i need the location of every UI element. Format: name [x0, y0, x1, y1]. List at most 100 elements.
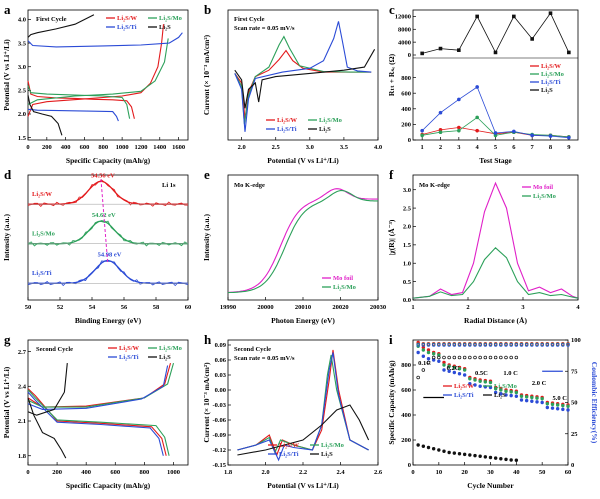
- y-tick-label: 2.0: [18, 111, 26, 118]
- legend-entry: Li₂S/W: [279, 442, 300, 449]
- data-marker: [548, 11, 553, 16]
- efficiency-point: [452, 343, 457, 347]
- panel-e: e Photon Energy (eV) Intensity (a.u.) 19990…: [202, 167, 386, 325]
- capacity-point: [462, 368, 467, 372]
- panel-note: Scan rate = 0.05 mV/s: [234, 25, 295, 32]
- capacity-point: [457, 452, 462, 456]
- x-tick-label: 20010: [295, 304, 311, 311]
- capacity-point: [524, 395, 529, 399]
- efficiency-point: [504, 343, 508, 347]
- x-tick-label: 3.5: [340, 144, 349, 151]
- data-marker: [567, 50, 571, 55]
- series-line: [27, 388, 167, 456]
- panel-label: g: [4, 332, 11, 347]
- capacity-point: [426, 350, 431, 355]
- y-tick-label-right: 75: [571, 368, 578, 375]
- y-axis-label-right: Coulombic Efficiency(%): [590, 362, 599, 444]
- x-tick-label: 600: [110, 469, 120, 476]
- x-tick-label: 6: [512, 144, 516, 151]
- efficiency-point: [478, 343, 482, 347]
- y-tick-label: 0.00: [215, 387, 226, 394]
- x-tick-label: 1000: [116, 144, 129, 151]
- y-tick-label: 1.5: [18, 135, 27, 142]
- series-line: [421, 86, 569, 139]
- capacity-point: [566, 408, 570, 412]
- x-tick-label: 200: [42, 144, 52, 151]
- y-tick-label: 2.1: [18, 418, 26, 425]
- peak-label: 54.98 eV: [98, 251, 122, 258]
- x-tick-label: 0: [411, 469, 414, 476]
- legend-entry: Li₂S/Mo: [533, 193, 556, 200]
- x-tick-label: 3.0: [306, 144, 314, 151]
- y-axis-label: Intensity (a.u.): [2, 214, 11, 261]
- series-line: [27, 24, 165, 117]
- x-tick-label: 2: [439, 144, 442, 151]
- series-line: [234, 21, 372, 132]
- x-tick-label: 1200: [134, 144, 147, 151]
- efficiency-point: [499, 343, 503, 347]
- capacity-point: [431, 358, 436, 362]
- x-tick-label: 4: [476, 144, 480, 151]
- panel-i: i Cycle Number Specific Capacity (mAh/g) 0 1…: [387, 332, 599, 490]
- efficiency-point: [442, 343, 446, 347]
- x-axis-label: Binding Energy (eV): [75, 316, 142, 325]
- efficiency-point: [462, 343, 467, 347]
- series-line: [234, 49, 376, 109]
- panel-note: Li 1s: [162, 182, 176, 189]
- x-tick-label: 56: [121, 304, 128, 311]
- data-marker: [457, 97, 461, 102]
- legend-entry: Li₂S/Ti: [277, 126, 297, 133]
- efficiency-point: [555, 343, 560, 347]
- data-marker: [530, 37, 534, 41]
- rate-label: 0.1C: [418, 360, 431, 367]
- efficiency-point: [488, 355, 493, 360]
- panel-label: b: [204, 2, 211, 17]
- panel-label: d: [4, 167, 12, 182]
- legend-entry: Li₂S/Mo: [159, 15, 182, 22]
- x-tick-label: 7: [531, 144, 535, 151]
- series-line: [27, 362, 175, 408]
- data-marker: [475, 85, 479, 89]
- x-tick-label: 2.4: [336, 469, 345, 476]
- legend-entry: Li₂S/Mo: [319, 117, 342, 124]
- capacity-point: [468, 382, 472, 386]
- capacity-point: [524, 398, 529, 403]
- x-tick-label: 200: [52, 469, 62, 476]
- rate-label: 1.0 C: [503, 370, 518, 377]
- capacity-point: [483, 380, 488, 384]
- x-axis-label: Test Stage: [479, 156, 512, 165]
- series-line: [237, 352, 369, 462]
- capacity-point: [540, 397, 544, 401]
- series-line: [412, 181, 579, 299]
- x-tick-label: 5: [494, 144, 498, 151]
- efficiency-point: [540, 343, 544, 347]
- efficiency-point: [452, 355, 457, 360]
- y-tick-label: 1.8: [18, 453, 27, 460]
- legend-entry: Li₂S: [541, 87, 553, 94]
- panel-d: d Binding Energy (eV) Intensity (a.u.) 50 52…: [2, 167, 191, 325]
- x-tick-label: 0: [26, 469, 29, 476]
- efficiency-point: [468, 343, 472, 347]
- x-tick-label: 1: [411, 304, 414, 311]
- capacity-point: [493, 390, 498, 395]
- capacity-point: [462, 373, 467, 377]
- x-tick-label: 8: [549, 144, 553, 151]
- capacity-point: [473, 378, 477, 382]
- y-axis-label: Potential (V vs Li⁺/Li): [2, 39, 11, 111]
- capacity-point: [447, 364, 451, 368]
- x-tick-label: 1: [421, 144, 424, 151]
- y-axis-label: Current (× 10⁻³ mA/cm²): [202, 34, 211, 115]
- plot-frame: [412, 174, 579, 301]
- capacity-point: [504, 389, 508, 393]
- capacity-point: [447, 369, 451, 373]
- panel-a: a Specific Capacity (mAh/g) Potential (V v…: [2, 2, 189, 165]
- capacity-point: [535, 400, 539, 404]
- efficiency-point: [524, 343, 529, 347]
- capacity-point: [457, 367, 462, 371]
- capacity-point: [550, 402, 555, 407]
- plot-frame: [27, 339, 189, 466]
- capacity-point: [447, 450, 451, 455]
- capacity-point: [499, 392, 503, 396]
- y-tick-label: 800: [401, 362, 411, 369]
- capacity-point: [437, 359, 441, 363]
